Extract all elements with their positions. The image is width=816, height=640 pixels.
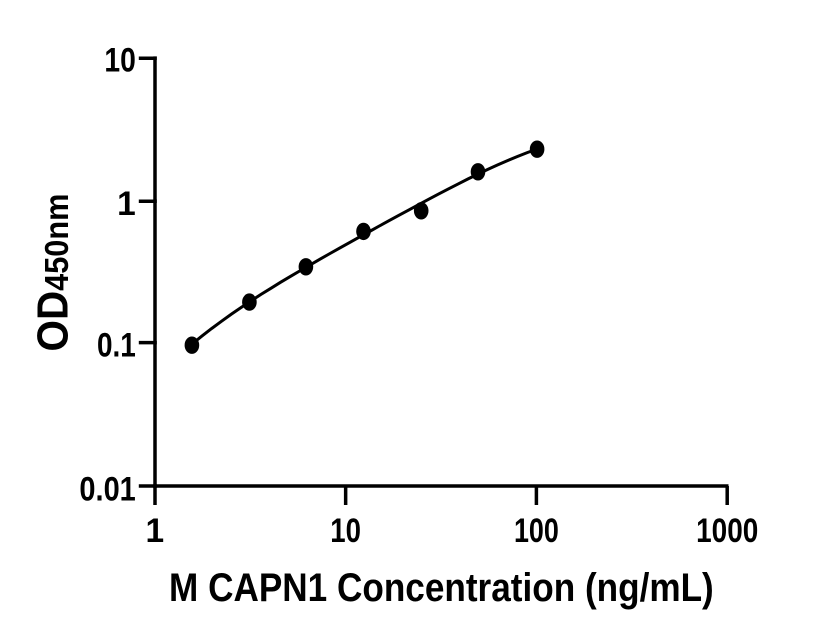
svg-text:OD450nm: OD450nm — [28, 194, 77, 352]
svg-text:10: 10 — [330, 511, 361, 550]
svg-text:0.1: 0.1 — [97, 326, 136, 364]
svg-text:10: 10 — [104, 40, 135, 79]
svg-text:100: 100 — [514, 511, 559, 550]
svg-text:0.01: 0.01 — [79, 469, 135, 508]
svg-text:M CAPN1 Concentration (ng/mL): M CAPN1 Concentration (ng/mL) — [169, 565, 714, 610]
svg-text:1: 1 — [145, 511, 164, 550]
svg-text:1000: 1000 — [696, 511, 758, 549]
svg-text:1: 1 — [117, 184, 136, 223]
